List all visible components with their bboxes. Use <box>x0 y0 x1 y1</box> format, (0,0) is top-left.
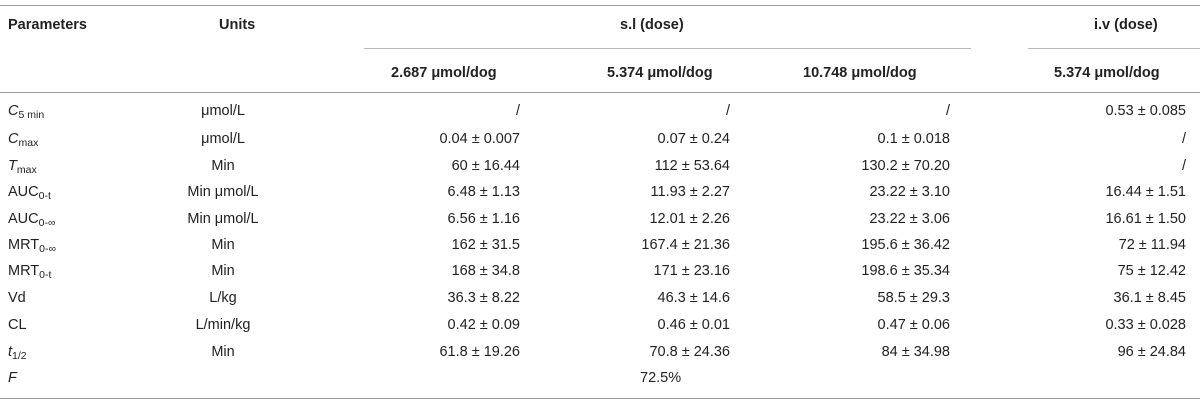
sl-dose-2-value: 171 ± 23.16 <box>653 263 731 279</box>
header-iv-dose: i.v (dose) <box>1094 17 1158 33</box>
header-dose-4: 5.374 μmol/dog <box>1054 65 1160 81</box>
table-row-parameter: MRT0-t <box>8 262 51 280</box>
sl-dose-2-value: 112 ± 53.64 <box>654 158 730 174</box>
table-row-units: μmol/L <box>201 103 245 119</box>
sl-dose-1-value: 162 ± 31.5 <box>451 237 520 253</box>
param-f: F <box>8 369 17 387</box>
table-row-parameter: Tmax <box>8 157 37 175</box>
table-row-parameter: t1/2 <box>8 343 27 361</box>
sl-group-rule <box>364 48 971 49</box>
sl-dose-3-value: 84 ± 34.98 <box>881 344 950 360</box>
sl-dose-1-value: 36.3 ± 8.22 <box>447 290 520 306</box>
table-row-parameter: CL <box>8 316 27 334</box>
parameter-subscript: 0-∞ <box>39 243 56 255</box>
parameter-symbol: t <box>8 344 13 360</box>
sl-dose-2-value: 11.93 ± 2.27 <box>650 184 730 200</box>
table-top-rule <box>0 5 1200 6</box>
sl-dose-3-value: 0.1 ± 0.018 <box>877 131 950 147</box>
header-units: Units <box>219 17 256 33</box>
parameter-symbol: AUC <box>8 211 39 227</box>
parameter-symbol: C <box>8 131 19 147</box>
sl-dose-1-value: 6.48 ± 1.13 <box>447 184 520 200</box>
iv-dose-value: 16.44 ± 1.51 <box>1105 184 1186 200</box>
sl-dose-1-value: / <box>515 103 520 119</box>
sl-dose-1-value: 0.04 ± 0.007 <box>439 131 520 147</box>
table-row-units: Min <box>211 344 235 360</box>
header-bottom-rule <box>0 92 1200 93</box>
iv-dose-value: 36.1 ± 8.45 <box>1113 290 1186 306</box>
parameter-subscript: 1/2 <box>12 350 27 362</box>
sl-dose-3-value: 198.6 ± 35.34 <box>861 263 950 279</box>
header-sl-dose: s.l (dose) <box>620 17 684 33</box>
sl-dose-1-value: 6.56 ± 1.16 <box>447 211 520 227</box>
table-row-units: Min <box>211 158 235 174</box>
sl-dose-3-value: 195.6 ± 36.42 <box>861 237 950 253</box>
sl-dose-2-value: 46.3 ± 14.6 <box>657 290 730 306</box>
sl-dose-1-value: 61.8 ± 19.26 <box>439 344 520 360</box>
sl-dose-2-value: 12.01 ± 2.26 <box>649 211 730 227</box>
sl-dose-1-value: 0.42 ± 0.09 <box>447 317 520 333</box>
sl-dose-2-value: 70.8 ± 24.36 <box>649 344 730 360</box>
sl-dose-2-value: / <box>725 103 730 119</box>
parameter-symbol: Vd <box>8 290 26 306</box>
table-row-parameter: Cmax <box>8 130 38 148</box>
table-row-units: L/kg <box>209 290 237 306</box>
iv-dose-value: / <box>1181 131 1186 147</box>
param-f-label: F <box>8 370 17 386</box>
parameter-subscript: max <box>18 137 39 149</box>
parameter-symbol: CL <box>8 317 27 333</box>
table-row-parameter: MRT0-∞ <box>8 236 56 254</box>
table-row-parameter: Vd <box>8 289 26 307</box>
parameter-subscript: 0-∞ <box>38 217 56 229</box>
f-value: 72.5% <box>640 370 682 386</box>
sl-dose-3-value: 130.2 ± 70.20 <box>861 158 950 174</box>
iv-dose-value: 75 ± 12.42 <box>1117 263 1186 279</box>
sl-dose-2-value: 0.46 ± 0.01 <box>657 317 730 333</box>
parameter-subscript: 0-t <box>38 190 51 202</box>
table-row-units: Min <box>211 237 235 253</box>
iv-dose-value: 72 ± 11.94 <box>1118 237 1186 253</box>
parameter-subscript: max <box>16 164 37 176</box>
sl-dose-1-value: 168 ± 34.8 <box>451 263 520 279</box>
parameter-symbol: T <box>8 158 17 174</box>
iv-dose-value: 96 ± 24.84 <box>1117 344 1186 360</box>
parameter-symbol: AUC <box>8 184 39 200</box>
table-row-units: Min <box>211 263 235 279</box>
table-row-units: μmol/L <box>201 131 245 147</box>
table-row-parameter: AUC0-∞ <box>8 210 55 228</box>
iv-dose-value: 0.33 ± 0.028 <box>1105 317 1186 333</box>
parameter-subscript: 0-t <box>39 269 52 281</box>
iv-group-rule <box>1028 48 1200 49</box>
table-bottom-rule <box>0 398 1200 399</box>
sl-dose-3-value: 23.22 ± 3.06 <box>869 211 950 227</box>
iv-dose-value: 16.61 ± 1.50 <box>1105 211 1186 227</box>
header-dose-1: 2.687 μmol/dog <box>391 65 497 81</box>
table-row-units: Min μmol/L <box>187 211 259 227</box>
parameter-symbol: MRT <box>8 263 40 279</box>
sl-dose-2-value: 0.07 ± 0.24 <box>657 131 730 147</box>
sl-dose-3-value: 0.47 ± 0.06 <box>877 317 950 333</box>
parameter-symbol: MRT <box>8 237 40 253</box>
iv-dose-value: 0.53 ± 0.085 <box>1105 103 1186 119</box>
header-parameters: Parameters <box>8 17 87 33</box>
table-row-units: L/min/kg <box>195 317 251 333</box>
sl-dose-2-value: 167.4 ± 21.36 <box>641 237 730 253</box>
table-row-units: Min μmol/L <box>187 184 259 200</box>
sl-dose-3-value: / <box>945 103 950 119</box>
table-row-parameter: AUC0-t <box>8 183 51 201</box>
sl-dose-1-value: 60 ± 16.44 <box>451 158 520 174</box>
header-dose-3: 10.748 μmol/dog <box>803 65 917 81</box>
sl-dose-3-value: 23.22 ± 3.10 <box>869 184 950 200</box>
parameter-symbol: C <box>8 103 19 119</box>
table-row-parameter: C5 min <box>8 102 44 120</box>
parameter-subscript: 5 min <box>18 109 45 121</box>
header-dose-2: 5.374 μmol/dog <box>607 65 713 81</box>
sl-dose-3-value: 58.5 ± 29.3 <box>877 290 950 306</box>
iv-dose-value: / <box>1181 158 1186 174</box>
